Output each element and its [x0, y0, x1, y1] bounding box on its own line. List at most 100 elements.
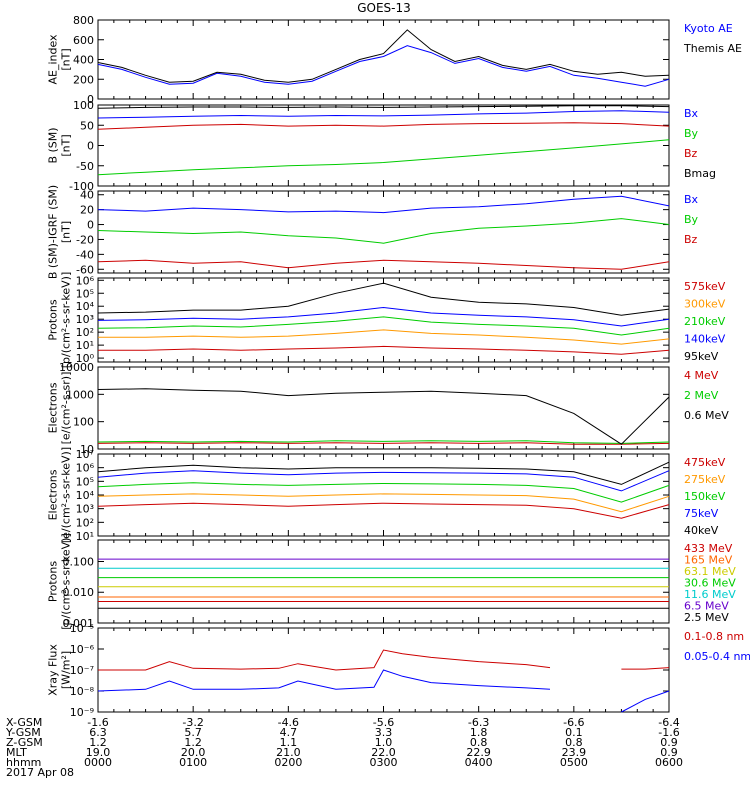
y-tick-label: 1000: [66, 388, 94, 401]
series-line-bmag: [97, 105, 670, 109]
y-tick-label: 10⁰: [76, 352, 95, 365]
y-axis-label: Electrons[e/(cm²-s-sr)]: [47, 372, 73, 445]
x-row-value: 0100: [179, 756, 207, 769]
series-line-2-mev: [97, 440, 670, 444]
x-row-value: 1.1: [280, 736, 298, 749]
y-tick-label: -50: [76, 160, 94, 173]
y-tick-label: 10⁻⁷: [70, 664, 94, 677]
series-line-40kev: [97, 461, 670, 485]
legend-label: 275keV: [684, 473, 726, 486]
x-row-value: 21.0: [276, 746, 301, 759]
y-tick-label: 0.100: [63, 555, 95, 568]
series-line-0-1-0-8-nm: [621, 667, 670, 670]
legend-label: 11.6 MeV: [684, 588, 736, 601]
y-axis-label: B (SM)-IGRF (SM)[nT]: [47, 185, 73, 279]
x-row-value: 0600: [655, 756, 683, 769]
x-row-label: Z-GSM: [6, 736, 43, 749]
x-row-value: 6.3: [89, 726, 107, 739]
y-tick-label: 10⁷: [76, 448, 94, 461]
y-tick-label: 400: [73, 54, 94, 67]
series-line-bz: [97, 122, 670, 130]
series-line-95kev: [97, 282, 670, 316]
y-tick-label: 10⁻⁵: [70, 622, 94, 635]
series-line-0-1-0-8-nm: [98, 649, 551, 671]
x-row-value: -1.6: [87, 716, 108, 729]
x-row-value: 0500: [560, 756, 588, 769]
legend-label: 575keV: [684, 280, 726, 293]
legend-label: 475keV: [684, 456, 726, 469]
x-row-value: 0.8: [470, 736, 488, 749]
panel-2: -60 -40 -200 20 40 B (SM)-IGRF (SM)[nT] Bx By Bz: [47, 185, 699, 279]
series-line-by: [97, 139, 670, 176]
y-tick-label: 0: [87, 219, 94, 232]
y-tick-label: 10⁶: [76, 462, 95, 475]
y-tick-label: 10⁴: [76, 489, 95, 502]
y-tick-label: 10⁵: [76, 475, 94, 488]
legend-label: 75keV: [684, 507, 719, 520]
x-row-value: 0400: [465, 756, 493, 769]
series-line-0-05-0-4-nm: [621, 690, 670, 713]
series-line-210kev: [97, 316, 670, 336]
panel-frame: [97, 19, 670, 100]
series-line-575kev: [98, 345, 670, 355]
x-row-label: Y-GSM: [5, 726, 41, 739]
legend-label: 0.1-0.8 nm: [684, 630, 744, 643]
y-tick-label: 10: [80, 443, 94, 456]
series-line-140kev: [97, 306, 670, 327]
x-row-label: X-GSM: [6, 716, 42, 729]
x-row-value: 1.2: [184, 736, 202, 749]
y-tick-label: 0: [87, 93, 94, 106]
series-line-bx: [97, 195, 670, 214]
y-tick-label: 10⁶: [76, 274, 95, 287]
series-line-300kev: [98, 329, 670, 345]
panel-frame: [97, 104, 670, 187]
x-row-value: -3.2: [182, 716, 203, 729]
legend-label: 210keV: [684, 315, 726, 328]
x-axis-table: X-GSM -1.6 -3.2 -4.6 -5.6 -6.3 -6.6 -6.4 Y-GSM 6.…: [5, 716, 683, 769]
y-axis-label: AE_index[nT]: [47, 34, 73, 85]
y-tick-label: 0: [87, 140, 94, 153]
y-axis-label: B (SM)[nT]: [47, 127, 73, 163]
legend-label: 30.6 MeV: [684, 577, 736, 590]
y-tick-label: 10⁵: [76, 287, 94, 300]
legend-label: Bx: [684, 193, 699, 206]
x-row-value: 3.3: [375, 726, 393, 739]
x-row-value: -6.6: [563, 716, 584, 729]
y-tick-label: 100: [73, 416, 94, 429]
x-row-label: hhmm: [6, 756, 41, 769]
y-tick-label: -60: [76, 263, 94, 276]
x-row-value: 20.0: [181, 746, 206, 759]
legend-label: 150keV: [684, 490, 726, 503]
x-row-value: -4.6: [278, 716, 299, 729]
series-line-bx: [97, 110, 670, 119]
y-tick-label: 10⁴: [76, 300, 95, 313]
y-tick-label: 20: [80, 204, 94, 217]
y-tick-label: -100: [69, 180, 94, 193]
x-row-value: 0300: [370, 756, 398, 769]
y-axis-label: Protons[p/(cm²-s-sr-keV)]: [47, 272, 73, 369]
legend-label: Bx: [684, 107, 699, 120]
panel-7: 10⁻⁹ 10⁻⁸ 10⁻⁷ 10⁻⁶ 10⁻⁵ Xray Flux[W/m²] 0.1-0…: [47, 622, 750, 719]
legend-label: 2 MeV: [684, 389, 719, 402]
series-line-kyoto-ae: [97, 45, 670, 87]
legend-label: 433 MeV: [684, 542, 733, 555]
y-tick-label: 0.001: [63, 617, 95, 630]
x-row-value: 5.7: [184, 726, 202, 739]
x-row-value: 0.9: [660, 746, 678, 759]
legend-label: 4 MeV: [684, 369, 719, 382]
legend-label: 63.1 MeV: [684, 565, 736, 578]
legend-label: By: [684, 127, 699, 140]
legend-label: Bz: [684, 233, 698, 246]
y-tick-label: 10¹: [76, 339, 94, 352]
x-row-value: -6.4: [658, 716, 679, 729]
x-row-value: 0000: [84, 756, 112, 769]
y-tick-label: 10000: [59, 361, 94, 374]
y-tick-label: 600: [73, 34, 94, 47]
x-row-value: -6.3: [468, 716, 489, 729]
y-axis-label: Xray Flux[W/m²]: [47, 644, 73, 696]
y-tick-label: 10²: [76, 326, 94, 339]
panel-5: 10¹10²10³10⁴10⁵10⁶10⁷Electrons[e/(cm²-s-…: [47, 447, 726, 543]
legend-label: 6.5 MeV: [684, 600, 729, 613]
